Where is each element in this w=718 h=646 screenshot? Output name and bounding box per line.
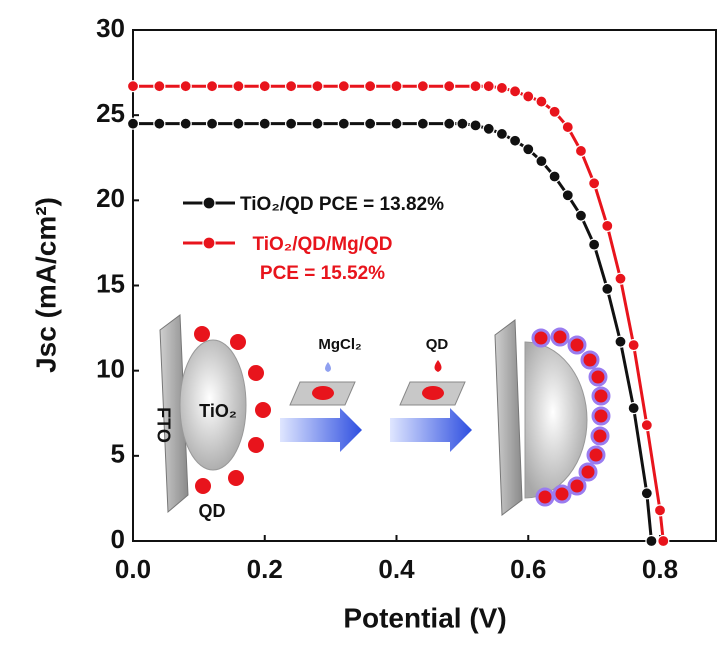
- point: [627, 339, 640, 352]
- point: [179, 80, 192, 93]
- point: [179, 117, 192, 130]
- point: [205, 117, 219, 130]
- point: [653, 504, 667, 517]
- inset-label: QD: [199, 501, 226, 521]
- point: [416, 117, 429, 130]
- point: [258, 80, 271, 93]
- point: [522, 143, 535, 156]
- point: [657, 534, 670, 548]
- inset-label: FTO: [153, 407, 173, 443]
- legend-entry: TiO₂/QD/Mg/QD PCE = 15.52%: [252, 234, 393, 284]
- point: [508, 85, 522, 98]
- point: [456, 117, 469, 130]
- point: [390, 117, 403, 130]
- x-tick-label: 0.2: [247, 554, 283, 584]
- point: [337, 80, 350, 93]
- point: [364, 117, 377, 130]
- point: [285, 80, 298, 93]
- point: [153, 117, 166, 130]
- inset: FTO TiO₂ QD MgCl₂ QD: [153, 314, 611, 521]
- y-tick-label: 25: [96, 98, 125, 128]
- point: [285, 117, 298, 130]
- point: [482, 80, 495, 93]
- point: [469, 80, 482, 93]
- point: [522, 90, 535, 103]
- inset-label: TiO₂: [199, 401, 237, 421]
- y-tick-label: 30: [96, 13, 125, 43]
- y-tick-label: 0: [111, 524, 125, 554]
- point: [614, 272, 627, 285]
- point: [588, 238, 601, 251]
- point: [126, 80, 140, 93]
- point: [640, 487, 653, 500]
- point: [561, 189, 574, 202]
- x-axis-label: Potential (V): [343, 602, 506, 633]
- point: [574, 209, 588, 222]
- point: [627, 402, 640, 415]
- point: [588, 177, 601, 190]
- point: [205, 80, 219, 93]
- point: [645, 534, 658, 548]
- point: [548, 170, 561, 183]
- x-tick-label: 0.8: [642, 554, 678, 584]
- point: [482, 122, 495, 135]
- x-tick-label: 0.4: [378, 554, 415, 584]
- point: [311, 80, 324, 93]
- x-tick-label: 0.6: [510, 554, 546, 584]
- y-tick-label: 15: [96, 268, 125, 298]
- point: [443, 80, 456, 93]
- y-tick-label: 20: [96, 183, 125, 213]
- point: [601, 219, 614, 232]
- y-tick-label: 10: [96, 354, 125, 384]
- point: [232, 117, 245, 130]
- point: [495, 81, 509, 95]
- point: [390, 80, 403, 93]
- point: [153, 80, 166, 93]
- x-tick-label: 0.0: [115, 554, 151, 584]
- legend-entry: TiO₂/QD PCE = 13.82%: [240, 194, 444, 215]
- point: [601, 282, 614, 296]
- point: [469, 119, 482, 132]
- y-tick-label: 5: [111, 439, 125, 469]
- legend-marker: [202, 236, 216, 250]
- legend-marker: [202, 196, 216, 210]
- legend-label: TiO₂/QD/Mg/QD PCE = 15.52%: [252, 234, 393, 284]
- inset-label: MgCl₂: [318, 336, 361, 353]
- point: [548, 105, 561, 118]
- point: [495, 127, 509, 141]
- point: [640, 419, 653, 432]
- point: [311, 117, 324, 130]
- point: [232, 80, 245, 93]
- point: [443, 117, 456, 130]
- point: [126, 117, 140, 130]
- inset-label: QD: [426, 336, 449, 353]
- point: [508, 134, 522, 147]
- point: [416, 80, 429, 93]
- point: [364, 80, 377, 93]
- y-axis-label: Jsc (mA/cm²): [30, 197, 61, 373]
- point: [614, 335, 627, 348]
- point: [561, 120, 574, 134]
- point: [535, 155, 548, 168]
- point: [258, 117, 271, 130]
- point: [535, 95, 548, 108]
- point: [574, 144, 588, 158]
- legend-label: TiO₂/QD PCE = 13.82%: [240, 194, 444, 215]
- point: [337, 117, 350, 130]
